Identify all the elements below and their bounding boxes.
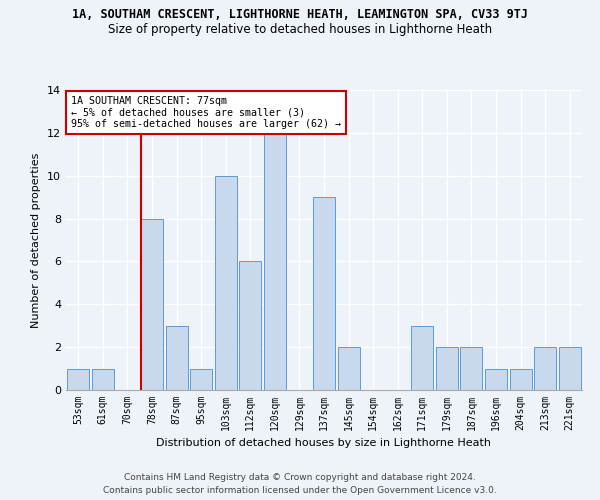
Bar xyxy=(239,262,262,390)
Bar xyxy=(264,133,286,390)
Text: 1A, SOUTHAM CRESCENT, LIGHTHORNE HEATH, LEAMINGTON SPA, CV33 9TJ: 1A, SOUTHAM CRESCENT, LIGHTHORNE HEATH, … xyxy=(72,8,528,20)
Text: 1A SOUTHAM CRESCENT: 77sqm
← 5% of detached houses are smaller (3)
95% of semi-d: 1A SOUTHAM CRESCENT: 77sqm ← 5% of detac… xyxy=(71,96,341,129)
Text: Size of property relative to detached houses in Lighthorne Heath: Size of property relative to detached ho… xyxy=(108,22,492,36)
Bar xyxy=(92,368,114,390)
Bar xyxy=(509,368,532,390)
Bar xyxy=(166,326,188,390)
Bar xyxy=(338,347,359,390)
Bar xyxy=(485,368,507,390)
Text: Contains public sector information licensed under the Open Government Licence v3: Contains public sector information licen… xyxy=(103,486,497,495)
Bar xyxy=(190,368,212,390)
Bar xyxy=(313,197,335,390)
Y-axis label: Number of detached properties: Number of detached properties xyxy=(31,152,41,328)
Text: Contains HM Land Registry data © Crown copyright and database right 2024.: Contains HM Land Registry data © Crown c… xyxy=(124,474,476,482)
X-axis label: Distribution of detached houses by size in Lighthorne Heath: Distribution of detached houses by size … xyxy=(157,438,491,448)
Bar xyxy=(534,347,556,390)
Bar xyxy=(67,368,89,390)
Bar xyxy=(141,218,163,390)
Bar xyxy=(460,347,482,390)
Bar xyxy=(436,347,458,390)
Bar xyxy=(411,326,433,390)
Bar xyxy=(559,347,581,390)
Bar xyxy=(215,176,237,390)
